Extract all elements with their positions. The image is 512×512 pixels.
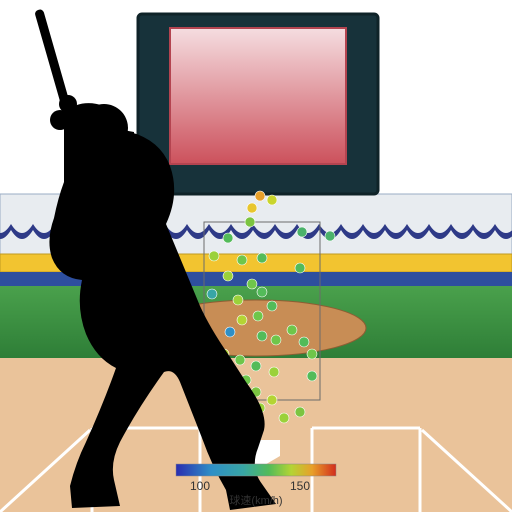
pitch-point bbox=[223, 271, 233, 281]
legend-label: 球速(km/h) bbox=[229, 493, 282, 507]
pitch-point bbox=[257, 253, 267, 263]
pitch-point bbox=[267, 395, 277, 405]
pitch-point bbox=[209, 251, 219, 261]
pitch-point bbox=[287, 325, 297, 335]
pitch-point bbox=[223, 233, 233, 243]
legend-tick: 100 bbox=[190, 479, 210, 493]
scoreboard-panel bbox=[170, 28, 346, 164]
pitch-point bbox=[299, 337, 309, 347]
pitch-point bbox=[247, 203, 257, 213]
pitch-point bbox=[257, 331, 267, 341]
pitch-point bbox=[279, 413, 289, 423]
pitch-point bbox=[307, 371, 317, 381]
pitch-point bbox=[255, 191, 265, 201]
pitch-point bbox=[295, 263, 305, 273]
pitch-point bbox=[253, 311, 263, 321]
pitch-point bbox=[295, 407, 305, 417]
pitch-point bbox=[257, 287, 267, 297]
pitch-point bbox=[307, 349, 317, 359]
pitch-point bbox=[233, 295, 243, 305]
pitch-point bbox=[269, 367, 279, 377]
legend-tick: 150 bbox=[290, 479, 310, 493]
pitch-point bbox=[297, 227, 307, 237]
legend-colorbar bbox=[176, 464, 336, 476]
pitch-point bbox=[235, 355, 245, 365]
pitch-point bbox=[225, 327, 235, 337]
pitch-point bbox=[251, 361, 261, 371]
pitch-point bbox=[237, 255, 247, 265]
pitch-point bbox=[267, 195, 277, 205]
pitch-point bbox=[247, 279, 257, 289]
pitch-point bbox=[207, 289, 217, 299]
pitch-point bbox=[325, 231, 335, 241]
pitch-point bbox=[237, 315, 247, 325]
pitch-point bbox=[271, 335, 281, 345]
pitch-point bbox=[245, 217, 255, 227]
pitch-point bbox=[267, 301, 277, 311]
